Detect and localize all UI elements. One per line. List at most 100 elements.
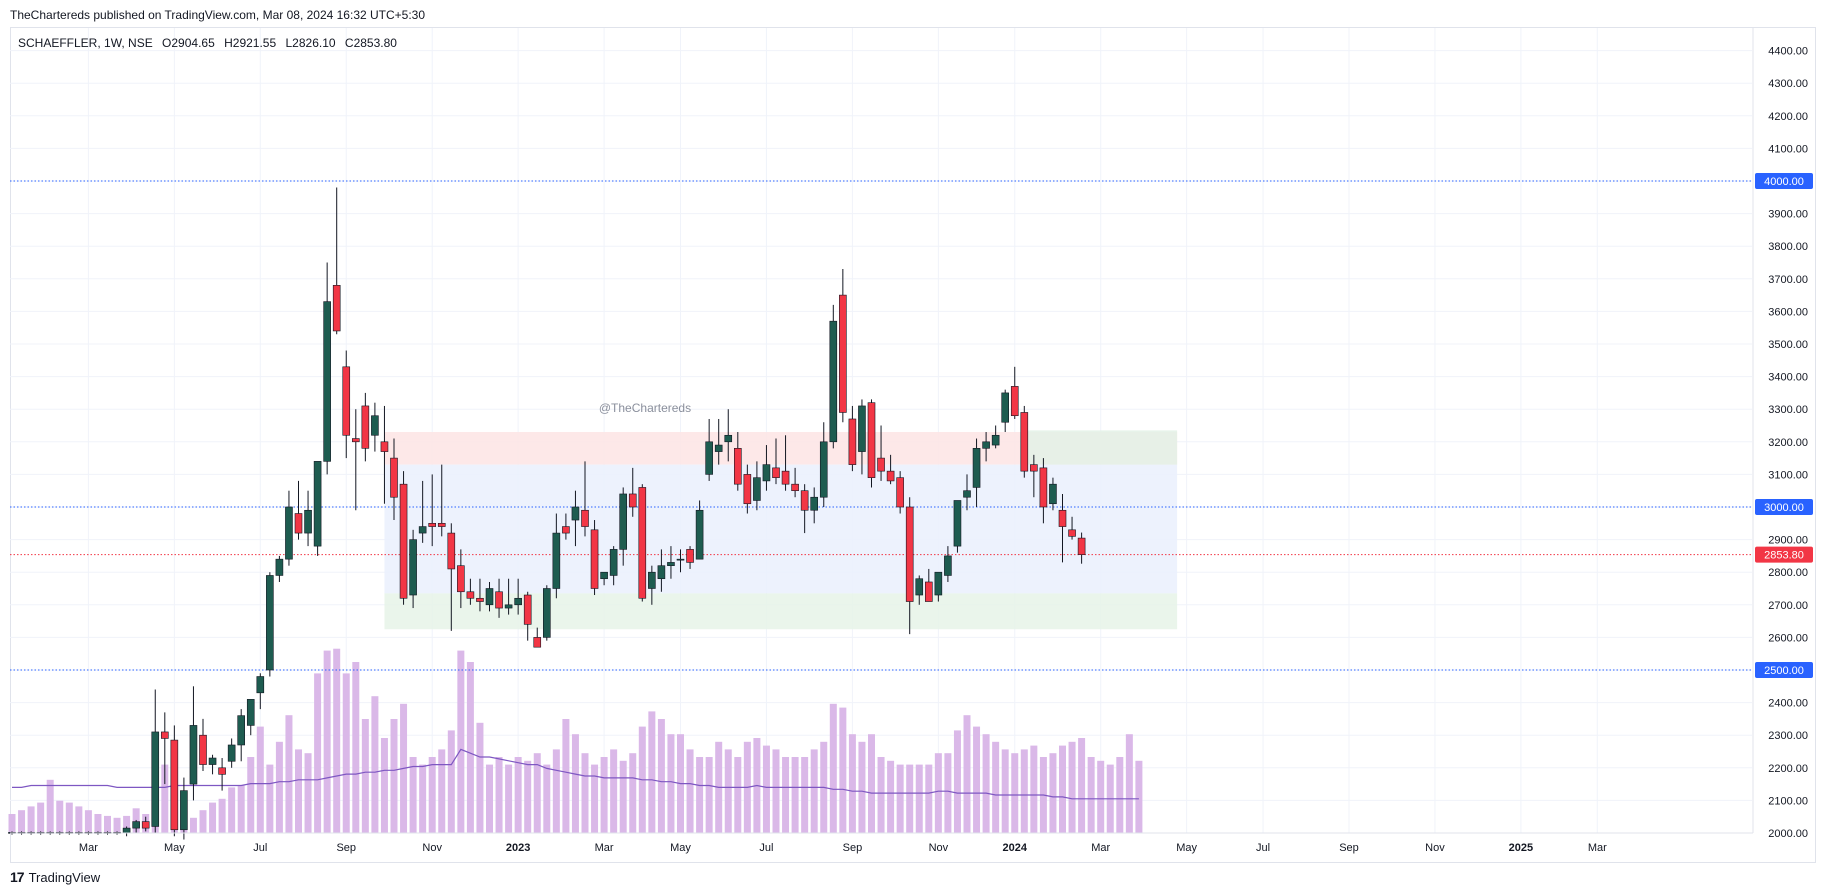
volume-bar bbox=[552, 749, 560, 833]
price-tick-label: 2300.00 bbox=[1768, 730, 1808, 742]
candle-body bbox=[122, 827, 131, 834]
time-tick-label: May bbox=[164, 842, 185, 854]
volume-bar bbox=[342, 673, 350, 833]
candle bbox=[447, 523, 456, 631]
volume-bar bbox=[123, 815, 131, 833]
candle-body bbox=[227, 744, 236, 762]
chart-frame bbox=[10, 27, 1816, 863]
price-tick-label: 2800.00 bbox=[1768, 567, 1808, 579]
candle-body bbox=[791, 483, 799, 491]
time-tick-label: Nov bbox=[422, 842, 442, 854]
time-tick-label: Mar bbox=[595, 842, 614, 854]
candle-body bbox=[1068, 529, 1076, 537]
watermark: @TheChartereds bbox=[599, 401, 691, 415]
time-tick-label: Sep bbox=[336, 842, 356, 854]
candle bbox=[934, 571, 943, 602]
candle bbox=[1077, 532, 1086, 564]
volume-bar bbox=[323, 650, 331, 833]
time-tick-label: Nov bbox=[929, 842, 949, 854]
price-label-text: 4000.00 bbox=[1764, 176, 1804, 188]
candle bbox=[342, 350, 351, 459]
volume-bar bbox=[877, 757, 885, 833]
candle-body bbox=[218, 767, 226, 775]
candle bbox=[695, 500, 704, 560]
candle bbox=[380, 405, 389, 504]
volume-bar bbox=[352, 662, 360, 833]
time-axis[interactable]: Mar May Jul Sep Nov 2023 Mar May Jul Sep Nov 2024 Ma… bbox=[10, 832, 1753, 854]
volume-bar bbox=[1011, 753, 1019, 833]
candle bbox=[437, 464, 446, 537]
legend-low: L2826.10 bbox=[285, 36, 336, 50]
candle-body bbox=[724, 434, 733, 443]
candle bbox=[1039, 458, 1048, 524]
volume-bar bbox=[953, 730, 961, 833]
candle bbox=[619, 487, 628, 566]
volume-bar bbox=[829, 703, 837, 833]
price-label-bg bbox=[1755, 499, 1813, 515]
candle bbox=[294, 480, 303, 540]
volume-bar bbox=[428, 757, 436, 833]
time-tick-label: 2024 bbox=[1003, 842, 1028, 854]
candle bbox=[323, 262, 331, 475]
price-tick-label: 3100.00 bbox=[1768, 469, 1808, 481]
candle-body bbox=[199, 734, 207, 765]
price-tick-label: 3500.00 bbox=[1768, 339, 1808, 351]
candle-body bbox=[705, 441, 713, 475]
symbol-legend[interactable]: SCHAEFFLER, 1W, NSE O2904.65 H2921.55 L2… bbox=[18, 36, 403, 50]
candle-body bbox=[858, 405, 866, 452]
zone-range bbox=[384, 464, 1178, 594]
candle-body bbox=[533, 637, 542, 648]
candle-body bbox=[609, 549, 618, 576]
volume-bar bbox=[543, 764, 551, 833]
candle-body bbox=[934, 571, 943, 596]
candle bbox=[991, 425, 1000, 449]
candle-body bbox=[676, 558, 685, 561]
volume-bar bbox=[27, 806, 35, 833]
volume-bar bbox=[65, 802, 73, 833]
candle bbox=[733, 432, 742, 491]
candle-body bbox=[170, 739, 179, 831]
volume-bar bbox=[56, 800, 64, 833]
volume-bar bbox=[657, 719, 665, 833]
candle-body bbox=[523, 594, 532, 625]
candle-body bbox=[313, 461, 322, 547]
candle-body bbox=[848, 418, 857, 465]
candle-body bbox=[380, 441, 389, 452]
candle-body bbox=[285, 506, 293, 560]
price-tick-label: 4200.00 bbox=[1768, 111, 1808, 123]
candle-body bbox=[323, 301, 331, 462]
candle bbox=[743, 464, 752, 514]
candle bbox=[495, 578, 503, 618]
candle-body bbox=[1077, 537, 1086, 555]
candle bbox=[428, 474, 437, 547]
volume-bar bbox=[409, 757, 417, 833]
candle-body bbox=[600, 571, 608, 580]
volume-bar bbox=[189, 817, 197, 833]
volume-ma bbox=[12, 748, 1139, 800]
volume-bar bbox=[361, 719, 369, 833]
time-tick-label: May bbox=[670, 842, 691, 854]
candle bbox=[628, 467, 637, 517]
price-tick-label: 2000.00 bbox=[1768, 828, 1808, 840]
candle-body bbox=[571, 506, 580, 521]
legend-close: C2853.80 bbox=[344, 36, 397, 50]
volume-bar bbox=[1135, 760, 1143, 833]
tradingview-footer[interactable]: 17 TradingView bbox=[10, 869, 100, 885]
candle bbox=[905, 497, 914, 635]
candle-body bbox=[371, 415, 379, 436]
candle bbox=[781, 435, 790, 491]
candle bbox=[170, 725, 179, 837]
price-labels: 4000.00 3000.00 2500.00 2853.80 bbox=[1755, 173, 1813, 678]
candle bbox=[504, 578, 513, 615]
candle bbox=[848, 405, 857, 472]
candle bbox=[533, 627, 542, 648]
price-axis[interactable]: 2000.00 2100.00 2200.00 2300.00 2400.00 2500.… bbox=[1752, 28, 1808, 840]
candle-body bbox=[1020, 412, 1029, 472]
legend-symbol: SCHAEFFLER, 1W, NSE bbox=[18, 36, 153, 50]
candle bbox=[800, 484, 809, 534]
time-tick-label: Mar bbox=[1091, 842, 1110, 854]
candle-body bbox=[457, 565, 465, 593]
candle-body bbox=[972, 448, 981, 488]
candle bbox=[667, 546, 675, 579]
